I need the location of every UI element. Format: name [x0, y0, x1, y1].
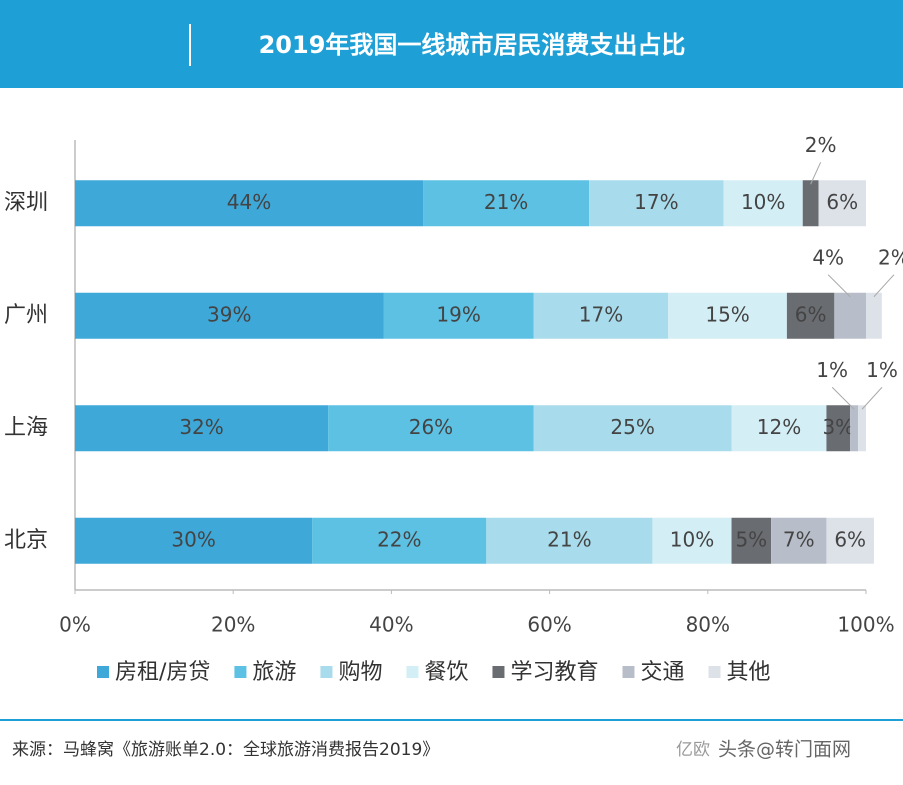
bar-segment — [312, 517, 487, 564]
bar-segment — [850, 405, 859, 452]
bar-segment — [75, 292, 384, 339]
bar-segment — [866, 292, 882, 339]
bar-segment — [818, 180, 866, 227]
y-tick-label: 北京 — [4, 528, 48, 553]
value-label: 5% — [735, 527, 767, 551]
value-label: 22% — [377, 527, 421, 551]
bar-segment — [486, 517, 653, 564]
value-label: 3% — [822, 415, 854, 439]
legend-label: 学习教育 — [510, 660, 598, 685]
legend-swatch — [97, 666, 109, 678]
y-tick-label: 广州 — [4, 303, 48, 328]
bar-segment — [75, 180, 424, 227]
legend-label: 交通 — [640, 660, 684, 685]
value-label: 1% — [816, 358, 848, 382]
leader-line — [831, 386, 855, 410]
bar-segment — [802, 180, 819, 227]
bar-segment — [826, 517, 874, 564]
legend-swatch — [708, 666, 721, 678]
leader-line — [827, 274, 851, 298]
value-label: 25% — [610, 415, 654, 439]
y-tick-label: 上海 — [4, 415, 48, 440]
bar-segment — [328, 405, 534, 452]
value-label: 21% — [484, 190, 528, 214]
value-label: 32% — [179, 415, 223, 439]
leader-line — [873, 274, 895, 298]
bar-segment — [858, 405, 866, 452]
bar-segment — [589, 180, 724, 227]
bar-segment — [533, 405, 732, 452]
legend-swatch — [406, 666, 419, 678]
bar-segment — [731, 517, 772, 564]
bar-segment — [723, 180, 803, 227]
bar-segment — [731, 405, 827, 452]
value-label: 17% — [634, 190, 678, 214]
watermark: 亿欧 — [676, 740, 710, 760]
value-label: 10% — [741, 190, 785, 214]
value-label: 17% — [579, 302, 623, 326]
legend-label: 购物 — [338, 660, 382, 685]
bar-segment — [771, 517, 827, 564]
legend-label: 房租/房贷 — [115, 660, 210, 685]
value-label: 7% — [783, 527, 815, 551]
bar-segment — [75, 517, 313, 564]
x-tick-label: 60% — [527, 613, 571, 637]
legend-label: 旅游 — [252, 660, 296, 685]
header-band — [0, 0, 903, 88]
x-tick-label: 20% — [211, 613, 255, 637]
value-label: 19% — [436, 302, 480, 326]
value-label: 1% — [866, 358, 898, 382]
watermark: 头条@转门面网 — [718, 739, 851, 761]
bar-segment — [423, 180, 590, 227]
bar-segment — [834, 292, 866, 339]
legend-swatch — [492, 666, 505, 678]
value-label: 15% — [705, 302, 749, 326]
value-label: 10% — [670, 527, 714, 551]
x-tick-label: 80% — [686, 613, 730, 637]
value-label: 6% — [826, 190, 858, 214]
bar-segment — [75, 405, 329, 452]
value-label: 21% — [547, 527, 591, 551]
value-label: 6% — [834, 527, 866, 551]
legend-label: 餐饮 — [424, 660, 468, 685]
source-note: 来源：马蜂窝《旅游账单2.0：全球旅游消费报告2019》 — [12, 740, 439, 760]
leader-line — [810, 162, 822, 185]
legend-swatch — [622, 666, 635, 678]
x-tick-label: 100% — [837, 613, 894, 637]
bar-segment — [826, 405, 851, 452]
value-label: 26% — [409, 415, 453, 439]
leader-line — [861, 386, 883, 410]
chart-title: 2019年我国一线城市居民消费支出占比 — [259, 31, 686, 59]
bar-segment — [668, 292, 787, 339]
value-label: 39% — [207, 302, 251, 326]
legend-label: 其他 — [727, 660, 771, 685]
bar-segment — [383, 292, 534, 339]
value-label: 2% — [878, 245, 903, 269]
bar-segment — [652, 517, 732, 564]
legend-swatch — [234, 666, 247, 678]
x-tick-label: 40% — [369, 613, 413, 637]
x-tick-label: 0% — [59, 613, 91, 637]
value-label: 44% — [227, 190, 271, 214]
bar-segment — [786, 292, 835, 339]
value-label: 2% — [805, 133, 837, 157]
y-tick-label: 深圳 — [4, 190, 48, 215]
value-label: 30% — [171, 527, 215, 551]
value-label: 6% — [795, 302, 827, 326]
value-label: 4% — [812, 245, 844, 269]
legend-swatch — [320, 666, 333, 678]
value-label: 12% — [757, 415, 801, 439]
bar-segment — [533, 292, 669, 339]
